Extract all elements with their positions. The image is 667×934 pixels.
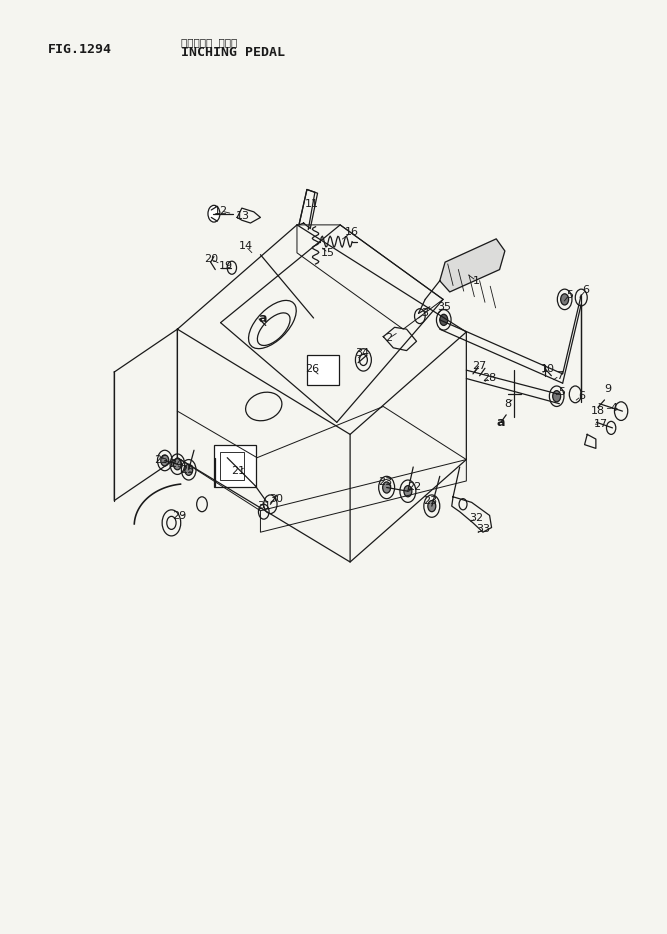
Text: 14: 14	[239, 241, 253, 251]
Text: 17: 17	[594, 419, 608, 429]
Polygon shape	[440, 239, 505, 292]
Circle shape	[208, 205, 220, 222]
Text: 8: 8	[504, 399, 511, 409]
Text: 7: 7	[556, 371, 563, 381]
Text: 1: 1	[473, 276, 480, 286]
Text: 21: 21	[231, 466, 245, 475]
Text: 6: 6	[578, 391, 585, 402]
Text: 32: 32	[470, 513, 484, 523]
Text: 29: 29	[172, 511, 187, 521]
Text: 23: 23	[378, 477, 392, 487]
Text: FIG.1294: FIG.1294	[48, 43, 112, 56]
Text: 33: 33	[477, 524, 491, 534]
Circle shape	[428, 501, 436, 512]
Text: 25: 25	[180, 465, 195, 474]
Text: 6: 6	[582, 285, 590, 295]
Text: 28: 28	[482, 373, 497, 383]
Circle shape	[404, 486, 412, 497]
Text: 2: 2	[385, 333, 392, 344]
Circle shape	[173, 459, 181, 470]
Text: 9: 9	[604, 384, 612, 394]
FancyBboxPatch shape	[214, 445, 256, 488]
Circle shape	[161, 455, 169, 466]
Text: 5: 5	[566, 290, 573, 300]
Text: 35: 35	[437, 302, 451, 312]
Text: 4: 4	[610, 403, 618, 414]
Text: 23: 23	[423, 496, 437, 505]
Text: 24: 24	[169, 460, 183, 469]
Text: 13: 13	[235, 210, 249, 220]
Text: 26: 26	[305, 364, 319, 375]
Text: INCHING PEDAL: INCHING PEDAL	[181, 46, 285, 59]
Circle shape	[185, 464, 193, 475]
Circle shape	[440, 314, 448, 325]
Text: 3: 3	[421, 308, 428, 318]
Text: 30: 30	[269, 494, 283, 503]
Text: 25: 25	[154, 456, 169, 465]
FancyBboxPatch shape	[307, 355, 340, 385]
Text: a: a	[258, 313, 267, 325]
Text: 16: 16	[344, 227, 358, 237]
Text: 34: 34	[355, 348, 369, 359]
Text: インチング ペダル: インチング ペダル	[181, 36, 237, 47]
Text: 10: 10	[540, 364, 554, 375]
Text: 22: 22	[408, 482, 422, 491]
Text: 19: 19	[219, 261, 233, 271]
Circle shape	[553, 390, 561, 402]
Text: 11: 11	[305, 199, 319, 209]
Text: 12: 12	[213, 205, 227, 216]
Text: 5: 5	[558, 387, 565, 397]
Text: 31: 31	[257, 502, 271, 511]
Text: 27: 27	[472, 361, 487, 372]
Text: 18: 18	[591, 406, 605, 417]
Text: 15: 15	[321, 248, 336, 258]
Text: 20: 20	[204, 254, 218, 264]
Circle shape	[561, 294, 569, 305]
Text: a: a	[497, 416, 505, 429]
Circle shape	[383, 482, 391, 493]
